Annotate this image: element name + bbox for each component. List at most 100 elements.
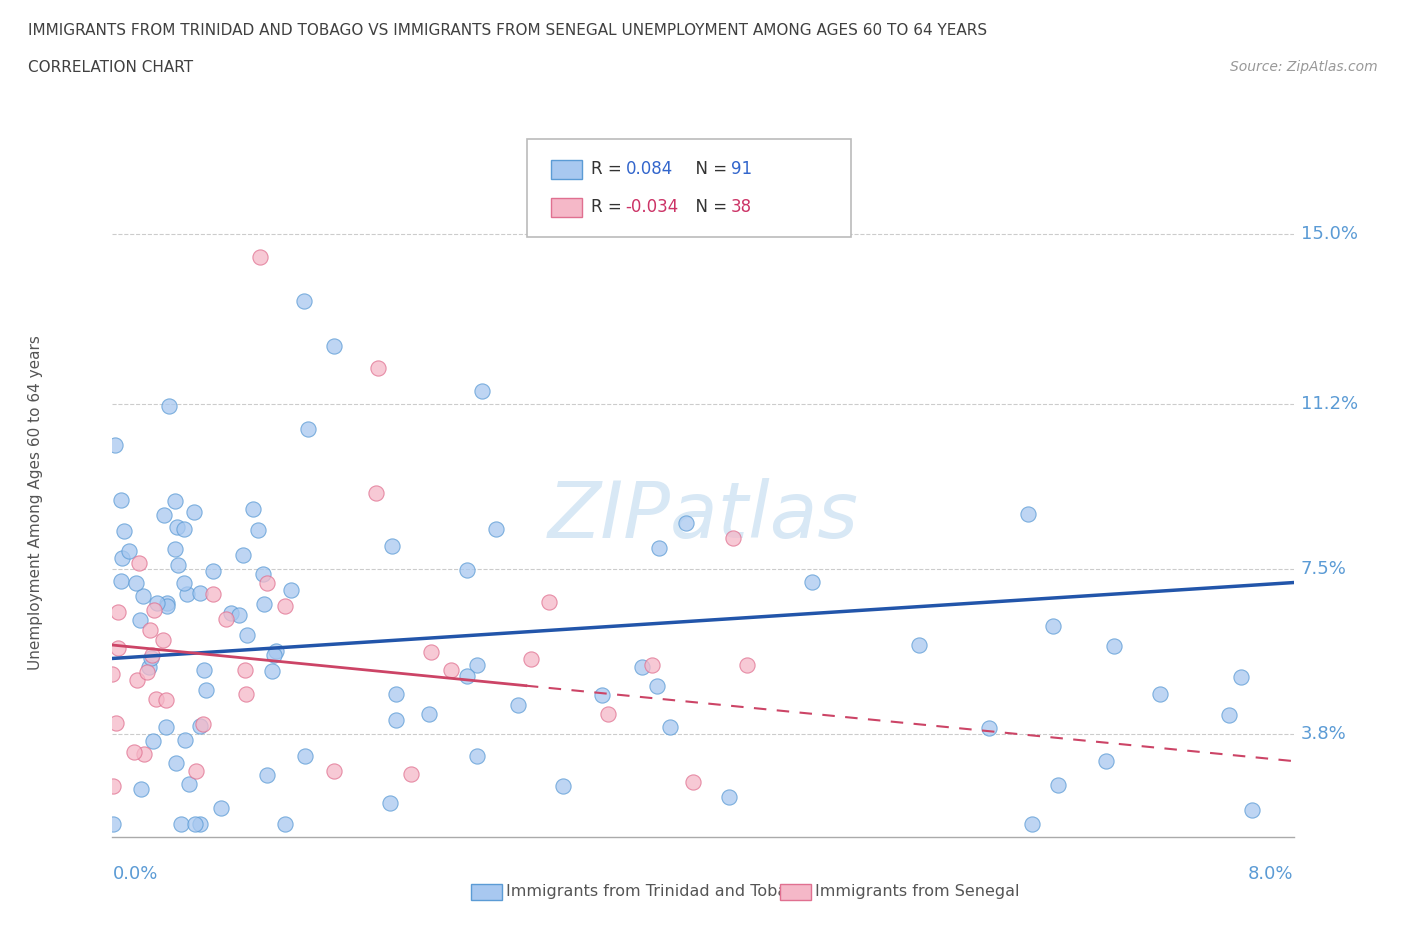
Point [385,712,408,727]
Point [193,662,215,677]
Text: Source: ZipAtlas.com: Source: ZipAtlas.com [1230,60,1378,74]
Text: CORRELATION CHART: CORRELATION CHART [28,60,193,75]
Text: 0.0%: 0.0% [112,865,157,883]
Point [249,249,271,264]
Point [641,658,664,672]
Point [155,692,177,707]
Point [215,612,238,627]
Point [145,691,167,706]
Point [297,421,319,436]
Point [236,627,259,642]
Point [188,719,211,734]
Point [139,650,162,665]
Point [537,594,560,609]
Text: 0.084: 0.084 [626,160,673,179]
Text: 91: 91 [731,160,752,179]
Point [125,576,148,591]
Point [101,817,124,831]
Point [201,564,224,578]
Point [553,778,575,793]
Point [908,637,931,652]
Point [1218,708,1240,723]
Point [157,398,180,413]
Point [202,587,225,602]
Point [132,747,155,762]
Point [274,817,297,831]
Point [252,566,274,581]
Point [132,589,155,604]
Point [801,574,824,589]
Point [184,764,207,778]
Text: 15.0%: 15.0% [1301,225,1358,244]
Text: 38: 38 [731,198,752,217]
Point [247,523,270,538]
Point [107,640,129,655]
Point [266,644,288,658]
Point [179,777,201,791]
Point [156,598,179,613]
Point [110,573,132,588]
Text: 7.5%: 7.5% [1301,560,1347,578]
Point [1241,803,1264,817]
Point [280,583,302,598]
Point [233,663,256,678]
Point [228,607,250,622]
Point [193,717,215,732]
Text: Immigrants from Trinidad and Tobago: Immigrants from Trinidad and Tobago [506,884,807,899]
Text: R =: R = [591,198,627,217]
Point [659,720,682,735]
Point [146,595,169,610]
Point [384,687,406,702]
Point [380,796,402,811]
Point [485,521,508,536]
Point [737,658,759,672]
Point [188,586,211,601]
Point [645,678,668,693]
Point [166,519,188,534]
Point [323,339,346,353]
Text: 3.8%: 3.8% [1301,725,1347,743]
Point [418,707,440,722]
Point [256,767,278,782]
Point [263,648,285,663]
Text: R =: R = [591,160,627,179]
Point [142,734,165,749]
Text: -0.034: -0.034 [626,198,679,217]
Point [152,632,174,647]
Point [165,541,187,556]
Point [135,664,157,679]
Point [401,766,423,781]
Point [465,658,488,672]
Point [470,383,494,398]
Point [465,749,488,764]
Text: N =: N = [685,160,733,179]
Point [1017,507,1039,522]
Point [648,540,671,555]
Point [675,515,697,530]
Point [128,555,150,570]
Point [1042,618,1064,633]
Point [1149,686,1171,701]
Text: Immigrants from Senegal: Immigrants from Senegal [815,884,1019,899]
Point [274,599,297,614]
Point [118,544,141,559]
Text: 8.0%: 8.0% [1249,865,1294,883]
Point [366,485,388,500]
Point [107,604,129,619]
Point [104,716,127,731]
Point [420,644,443,659]
Point [1104,639,1126,654]
Point [1095,754,1118,769]
Point [592,688,614,703]
Point [142,603,165,618]
Point [176,587,198,602]
Point [520,651,543,666]
Point [682,775,704,790]
Point [155,719,177,734]
Point [138,660,160,675]
Point [183,505,205,520]
Point [104,437,127,452]
Point [1046,777,1069,792]
Point [1021,817,1043,831]
Point [139,622,162,637]
